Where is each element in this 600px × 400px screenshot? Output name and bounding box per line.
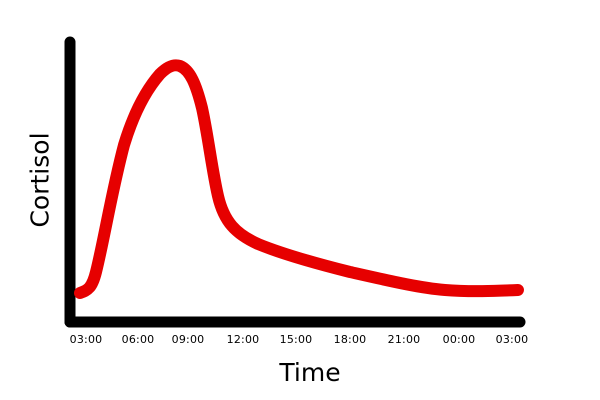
- x-axis-title: Time: [279, 358, 341, 387]
- x-tick-label: 03:00: [495, 333, 529, 346]
- x-tick-label: 03:00: [69, 333, 103, 346]
- y-axis-title: Cortisol: [25, 132, 55, 228]
- x-tick-label: 12:00: [226, 333, 260, 346]
- x-tick-label: 21:00: [387, 333, 421, 346]
- x-tick-label: 15:00: [279, 333, 313, 346]
- x-tick-label: 06:00: [121, 333, 155, 346]
- x-tick-label: 00:00: [442, 333, 476, 346]
- x-tick-label: 18:00: [333, 333, 367, 346]
- x-tick-label: 09:00: [171, 333, 205, 346]
- cortisol-curve: [74, 59, 524, 299]
